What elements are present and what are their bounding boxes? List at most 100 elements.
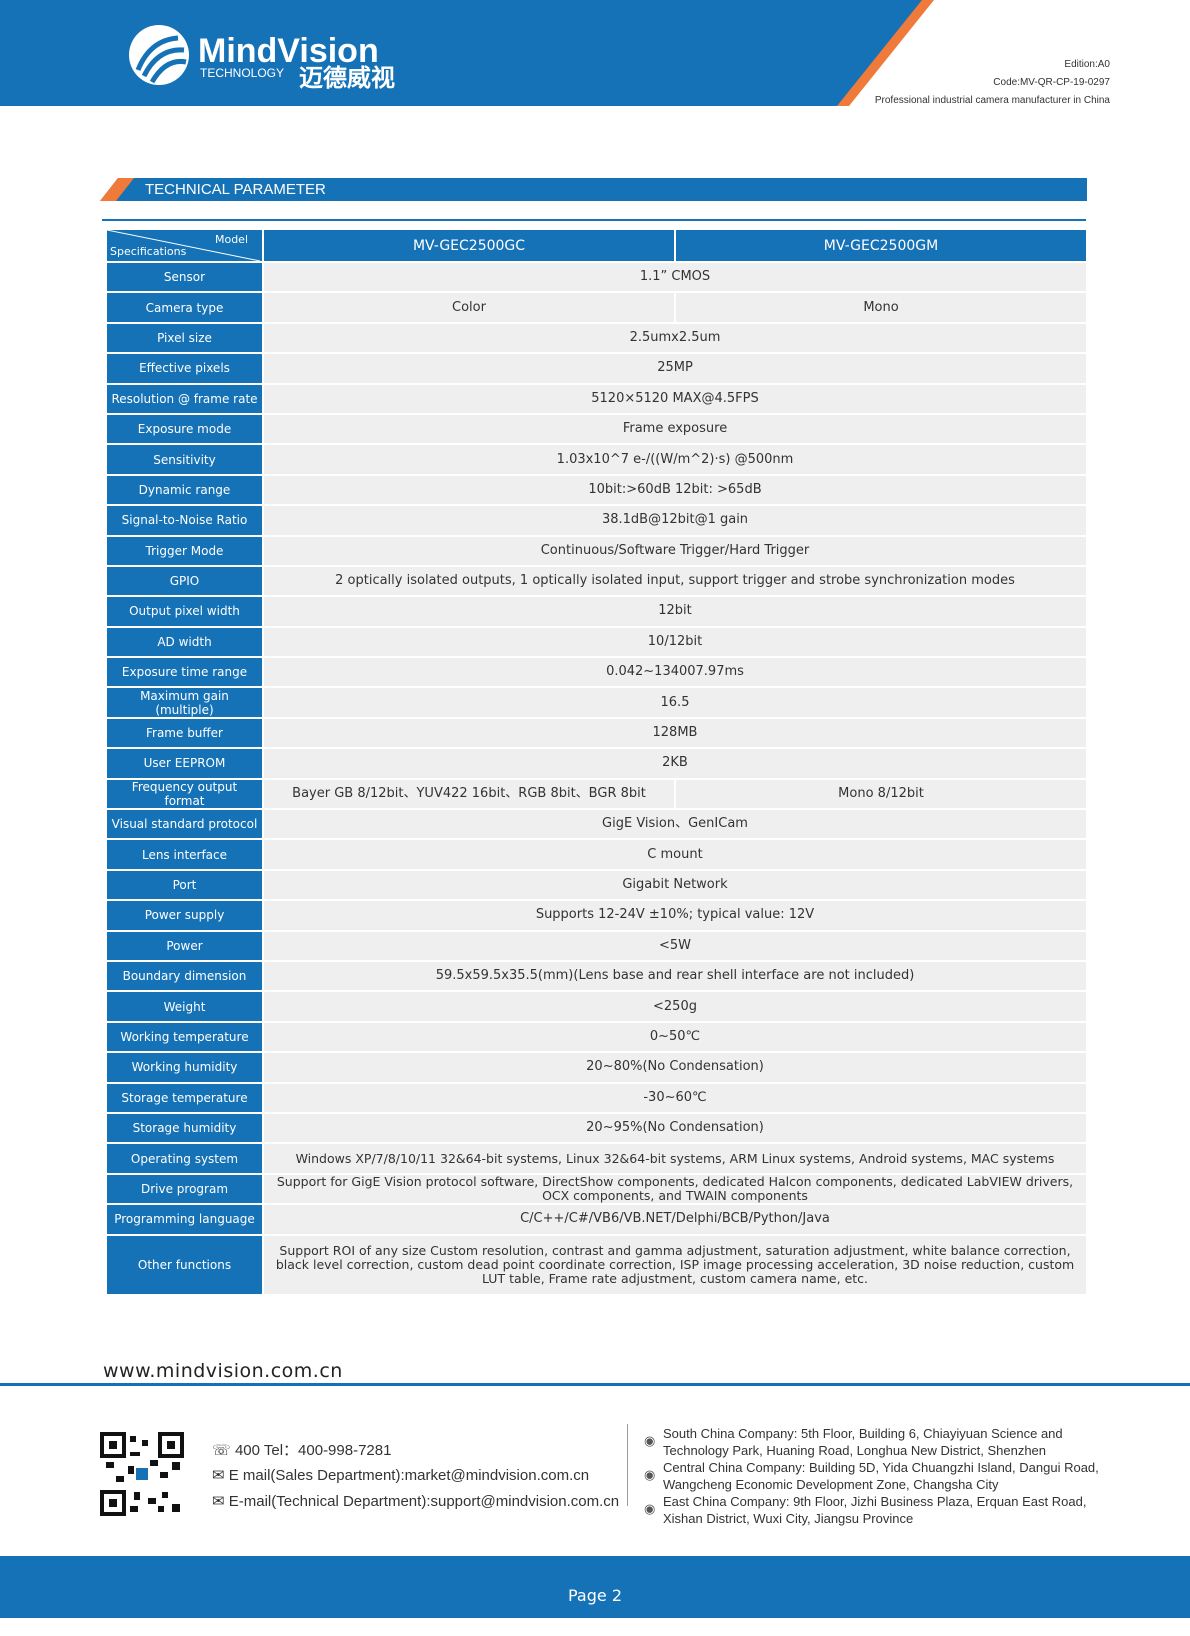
corner-model: Model xyxy=(214,233,248,246)
row-value: 25MP xyxy=(262,352,1088,385)
table-row: Sensitivity 1.03x10^7 e-/((W/m^2)·s) @500… xyxy=(105,443,1088,476)
table-row: Exposure mode Frame exposure xyxy=(105,412,1088,446)
table-row: Visual standard protocol GigE Vision、GenI… xyxy=(105,808,1088,841)
table-row: Other functions Support ROI of any size C… xyxy=(105,1233,1088,1296)
row-value: Mono xyxy=(674,291,1088,324)
contact: ✉ E mail(Sales Department):market@mindvi… xyxy=(212,1467,590,1484)
table-row: Trigger Mode Continuous/Software Trigger/… xyxy=(105,534,1088,567)
contact-text: E-mail(Technical Department):support@min… xyxy=(228,1493,620,1510)
row-label: GPIO xyxy=(105,564,264,598)
table-row: Camera type Color Mono xyxy=(105,291,1088,324)
rule xyxy=(0,1383,1190,1386)
model: MV-GEC2500GC xyxy=(262,228,676,263)
row-value: C/C++/C#/VB6/VB.NET/Delphi/BCB/Python/Ja… xyxy=(262,1203,1088,1236)
page-footer: Page 2 xyxy=(0,1556,1190,1618)
row-value: 12bit xyxy=(262,595,1088,628)
row-value: -30~60℃ xyxy=(262,1081,1088,1114)
table-row: Dynamic range 10bit:>60dB 12bit: >65dB xyxy=(105,473,1088,507)
table-row: Power supply Supports 12-24V ±10%; typica… xyxy=(105,899,1088,932)
row-label: Output pixel width xyxy=(105,595,264,628)
row-value: <250g xyxy=(262,990,1088,1023)
table-row: Storage humidity 20~95%(No Condensation) xyxy=(105,1111,1088,1145)
row-value: 1.03x10^7 e-/((W/m^2)·s) @500nm xyxy=(262,443,1088,476)
table-row: Effective pixels 25MP xyxy=(105,352,1088,385)
table-row: Maximum gain (multiple) 16.5 xyxy=(105,686,1088,719)
row-value: 0.042~134007.97ms xyxy=(262,656,1088,689)
qr-code xyxy=(100,1432,184,1516)
row-value: 2 optically isolated outputs, 1 opticall… xyxy=(262,564,1088,598)
row-value: 2KB xyxy=(262,747,1088,780)
table-row: Power <5W xyxy=(105,929,1088,962)
table-row: Boundary dimension 59.5x59.5x35.5(mm)(Len… xyxy=(105,959,1088,993)
table-row: Port Gigabit Network xyxy=(105,868,1088,902)
row-label: Effective pixels xyxy=(105,352,264,385)
address: East China Company: 9th Floor, Jizhi Bus… xyxy=(663,1494,1087,1526)
contact: ✉ E-mail(Technical Department):support@m… xyxy=(212,1493,620,1510)
row-value: 16.5 xyxy=(262,686,1088,719)
corner-diagonal xyxy=(107,230,260,261)
table-row: GPIO 2 optically isolated outputs, 1 opti… xyxy=(105,564,1088,598)
divider xyxy=(627,1424,628,1506)
address: South China Company: 5th Floor, Building… xyxy=(663,1426,1063,1458)
row-value: 128MB xyxy=(262,716,1088,750)
table-head: Model Specifications MV-GEC2500GC MV-GEC… xyxy=(105,228,1088,263)
row-label: Working temperature xyxy=(105,1020,264,1054)
row-value: 2.5umx2.5um xyxy=(262,321,1088,355)
row-label: Frequency output format xyxy=(105,777,264,811)
row-label: Other functions xyxy=(105,1233,264,1296)
table-row: Storage temperature -30~60℃ xyxy=(105,1081,1088,1114)
contact-text: E mail(Sales Department):market@mindvisi… xyxy=(228,1467,590,1484)
row-label: Exposure time range xyxy=(105,656,264,689)
website: www.mindvision.com.cn xyxy=(103,1360,343,1382)
row-label: Dynamic range xyxy=(105,473,264,507)
row-value: Bayer GB 8/12bit、YUV422 16bit、RGB 8bit、B… xyxy=(262,777,676,811)
table-row: Signal-to-Noise Ratio 38.1dB@12bit@1 gain xyxy=(105,504,1088,537)
table-row: Sensor 1.1” CMOS xyxy=(105,260,1088,294)
row-label: AD width xyxy=(105,625,264,659)
row-label: Weight xyxy=(105,990,264,1023)
row-label: Power xyxy=(105,929,264,962)
header-bg: MindVision TECHNOLOGY 迈德威视 xyxy=(0,0,934,106)
row-value: 1.1” CMOS xyxy=(262,260,1088,294)
row-label: User EEPROM xyxy=(105,747,264,780)
row-value: 59.5x59.5x35.5(mm)(Lens base and rear sh… xyxy=(262,959,1088,993)
row-value: Gigabit Network xyxy=(262,868,1088,902)
corner: Model Specifications xyxy=(105,228,264,263)
table-row: Output pixel width 12bit xyxy=(105,595,1088,628)
table-row: Programming language C/C++/C#/VB6/VB.NET/… xyxy=(105,1203,1088,1236)
row-label: Sensitivity xyxy=(105,443,264,476)
row-value: 5120×5120 MAX@4.5FPS xyxy=(262,382,1088,415)
code: Code:MV-QR-CP-19-0297 xyxy=(993,77,1110,88)
row-label: Resolution @ frame rate xyxy=(105,382,264,415)
row-label: Operating system xyxy=(105,1142,264,1175)
corner-spec: Specifications xyxy=(110,245,187,258)
row-label: Exposure mode xyxy=(105,412,264,446)
row-value: 0~50℃ xyxy=(262,1020,1088,1054)
row-label: Signal-to-Noise Ratio xyxy=(105,504,264,537)
address: Central China Company: Building 5D, Yida… xyxy=(663,1460,1099,1492)
logo-cn: 迈德威视 xyxy=(299,64,395,92)
row-label: Visual standard protocol xyxy=(105,808,264,841)
header-info: Edition:A0 Code:MV-QR-CP-19-0297 Profess… xyxy=(875,56,1110,110)
row-label: Storage humidity xyxy=(105,1111,264,1145)
logo-name: MindVision xyxy=(198,32,379,70)
table-row: AD width 10/12bit xyxy=(105,625,1088,659)
table-row: Exposure time range 0.042~134007.97ms xyxy=(105,656,1088,689)
row-value: Support ROI of any size Custom resolutio… xyxy=(262,1233,1088,1296)
row-label: Sensor xyxy=(105,260,264,294)
section-title: TECHNICAL PARAMETER xyxy=(145,181,326,198)
row-value: 10/12bit xyxy=(262,625,1088,659)
tagline: Professional industrial camera manufactu… xyxy=(874,95,1110,106)
row-label: Pixel size xyxy=(105,321,264,355)
row-label: Frame buffer xyxy=(105,716,264,750)
row-label: Camera type xyxy=(105,291,264,324)
row-value: 10bit:>60dB 12bit: >65dB xyxy=(262,473,1088,507)
row-label: Port xyxy=(105,868,264,902)
section-bar xyxy=(100,178,1087,201)
table-row: Working temperature 0~50℃ xyxy=(105,1020,1088,1054)
contact-text: 400 Tel：400-998-7281 xyxy=(234,1442,392,1459)
table-row: Working humidity 20~80%(No Condensation) xyxy=(105,1051,1088,1084)
row-value: Frame exposure xyxy=(262,412,1088,446)
page-number: Page 2 xyxy=(568,1586,622,1605)
row-label: Storage temperature xyxy=(105,1081,264,1114)
